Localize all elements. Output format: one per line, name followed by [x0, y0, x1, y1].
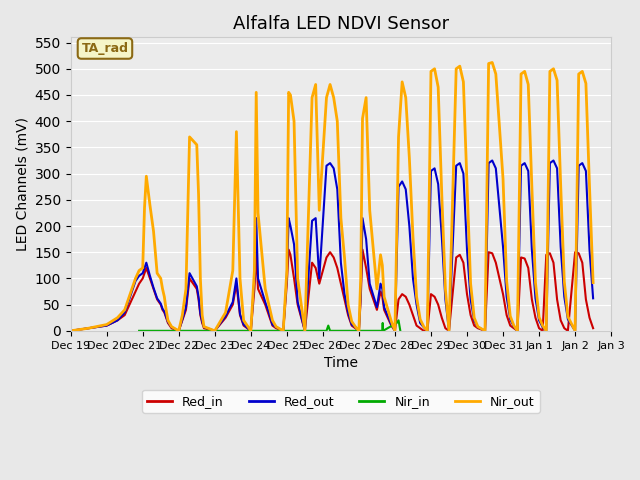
Nir_in — [379, 320, 387, 326]
Line: Nir_in: Nir_in — [139, 320, 401, 331]
Nir_in — [378, 328, 386, 334]
Nir_in — [395, 317, 403, 323]
Red_out — [517, 163, 525, 168]
Line: Red_out: Red_out — [70, 160, 593, 331]
Red_in — [285, 247, 292, 252]
Red_in — [200, 325, 208, 331]
Nir_out — [200, 324, 208, 329]
Nir_in — [252, 328, 260, 334]
Nir_out — [589, 280, 597, 286]
Red_in — [517, 254, 525, 260]
Text: TA_rad: TA_rad — [81, 42, 129, 55]
Nir_in — [186, 328, 193, 334]
Red_in — [409, 312, 417, 318]
Nir_in — [326, 328, 334, 334]
Nir_out — [488, 60, 496, 65]
Nir_out — [528, 184, 536, 190]
Y-axis label: LED Channels (mV): LED Channels (mV) — [15, 117, 29, 251]
Nir_in — [193, 328, 200, 334]
Red_out — [528, 247, 536, 252]
Nir_out — [67, 328, 74, 334]
Red_in — [589, 325, 597, 331]
Nir_in — [139, 328, 147, 334]
Line: Nir_out: Nir_out — [70, 62, 593, 331]
Nir_out — [517, 71, 525, 77]
Red_out — [406, 223, 413, 229]
Red_out — [488, 157, 496, 163]
Nir_in — [397, 328, 404, 334]
Nir_out — [229, 268, 237, 274]
Nir_in — [323, 328, 330, 334]
Legend: Red_in, Red_out, Nir_in, Nir_out: Red_in, Red_out, Nir_in, Nir_out — [142, 390, 540, 413]
Red_out — [589, 296, 597, 301]
Red_in — [561, 325, 568, 331]
Title: Alfalfa LED NDVI Sensor: Alfalfa LED NDVI Sensor — [233, 15, 449, 33]
Nir_in — [380, 328, 387, 334]
Red_in — [67, 328, 74, 334]
Nir_in — [135, 328, 143, 334]
X-axis label: Time: Time — [324, 356, 358, 370]
Red_in — [229, 302, 237, 308]
Red_out — [229, 299, 237, 305]
Line: Red_in: Red_in — [70, 250, 593, 331]
Red_out — [67, 328, 74, 334]
Red_out — [561, 294, 568, 300]
Red_in — [528, 297, 536, 302]
Nir_in — [324, 323, 332, 328]
Nir_out — [406, 155, 413, 161]
Red_out — [200, 324, 208, 330]
Nir_in — [393, 320, 401, 326]
Nir_out — [561, 279, 568, 285]
Nir_in — [254, 328, 262, 334]
